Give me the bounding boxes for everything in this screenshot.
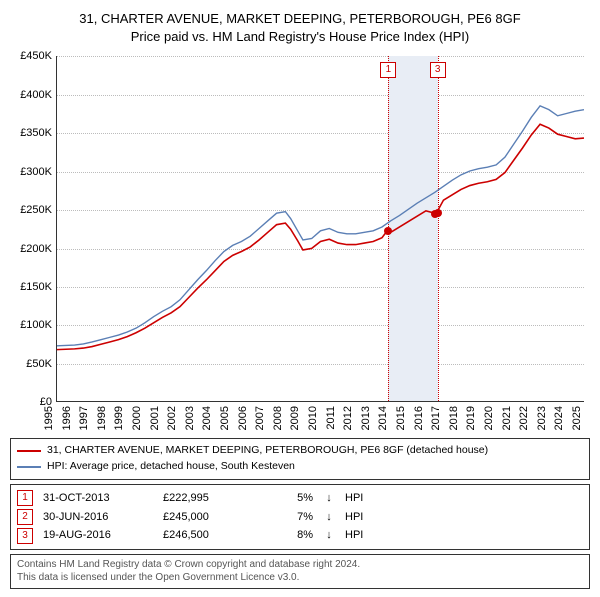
title-subtitle: Price paid vs. HM Land Registry's House … xyxy=(0,28,600,46)
y-tick-label: £200K xyxy=(8,243,52,255)
sales-row-price: £245,000 xyxy=(163,508,263,527)
sales-row-badge: 1 xyxy=(17,490,33,506)
legend-swatch xyxy=(17,466,41,468)
series-lines xyxy=(57,56,584,401)
sales-table: 1 31-OCT-2013 £222,995 5% ↓ HPI 2 30-JUN-2016 £2… xyxy=(10,484,590,550)
sale-dot xyxy=(434,209,442,217)
y-tick-label: £100K xyxy=(8,319,52,331)
series-hpi xyxy=(57,106,584,346)
sales-row: 1 31-OCT-2013 £222,995 5% ↓ HPI xyxy=(17,489,583,508)
y-tick-label: £50K xyxy=(8,358,52,370)
sales-row-price: £222,995 xyxy=(163,489,263,508)
sales-row: 2 30-JUN-2016 £245,000 7% ↓ HPI xyxy=(17,508,583,527)
y-tick-label: £250K xyxy=(8,204,52,216)
sales-row-date: 30-JUN-2016 xyxy=(43,508,153,527)
down-arrow-icon: ↓ xyxy=(323,489,335,508)
sales-row-price: £246,500 xyxy=(163,526,263,545)
sales-row-pct: 7% xyxy=(273,508,313,527)
y-tick-label: £450K xyxy=(8,50,52,62)
x-tick-label: 2025 xyxy=(571,406,597,430)
sales-row-hpi-label: HPI xyxy=(345,508,375,527)
down-arrow-icon: ↓ xyxy=(323,526,335,545)
footer-line2: This data is licensed under the Open Gov… xyxy=(17,571,583,585)
sales-row-badge: 3 xyxy=(17,528,33,544)
sales-row-hpi-label: HPI xyxy=(345,526,375,545)
y-tick-label: £150K xyxy=(8,281,52,293)
y-tick-label: £300K xyxy=(8,166,52,178)
sales-row-hpi-label: HPI xyxy=(345,489,375,508)
sale-dot xyxy=(384,227,392,235)
sales-row-pct: 5% xyxy=(273,489,313,508)
down-arrow-icon: ↓ xyxy=(323,508,335,527)
footer-attribution: Contains HM Land Registry data © Crown c… xyxy=(10,554,590,589)
title-block: 31, CHARTER AVENUE, MARKET DEEPING, PETE… xyxy=(0,0,600,52)
y-tick-label: £350K xyxy=(8,127,52,139)
legend-label: HPI: Average price, detached house, Sout… xyxy=(47,459,295,475)
sales-row-date: 19-AUG-2016 xyxy=(43,526,153,545)
legend-box: 31, CHARTER AVENUE, MARKET DEEPING, PETE… xyxy=(10,438,590,480)
chart-area: 13 £0£50K£100K£150K£200K£250K£300K£350K£… xyxy=(8,52,592,432)
legend-row: HPI: Average price, detached house, Sout… xyxy=(17,459,583,475)
sales-row: 3 19-AUG-2016 £246,500 8% ↓ HPI xyxy=(17,526,583,545)
plot-region: 13 xyxy=(56,56,584,402)
y-tick-label: £400K xyxy=(8,89,52,101)
sales-row-pct: 8% xyxy=(273,526,313,545)
page-container: 31, CHARTER AVENUE, MARKET DEEPING, PETE… xyxy=(0,0,600,589)
legend-label: 31, CHARTER AVENUE, MARKET DEEPING, PETE… xyxy=(47,443,488,459)
title-address: 31, CHARTER AVENUE, MARKET DEEPING, PETE… xyxy=(0,10,600,28)
legend-row: 31, CHARTER AVENUE, MARKET DEEPING, PETE… xyxy=(17,443,583,459)
sales-row-badge: 2 xyxy=(17,509,33,525)
sales-row-date: 31-OCT-2013 xyxy=(43,489,153,508)
footer-line1: Contains HM Land Registry data © Crown c… xyxy=(17,558,583,572)
legend-swatch xyxy=(17,450,41,452)
